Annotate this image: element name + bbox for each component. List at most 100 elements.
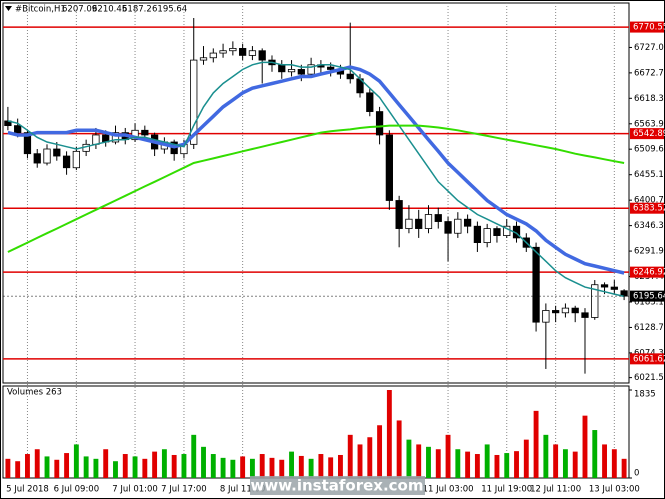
y-tick-label: 6021.50 <box>634 373 665 383</box>
volume-bar <box>132 456 138 478</box>
volume-bar <box>533 410 539 478</box>
main-panel <box>2 2 630 384</box>
close-value: 6195.64 <box>152 5 187 15</box>
candle-body <box>278 64 286 73</box>
volume-bar <box>338 454 343 478</box>
candle-body <box>346 73 354 80</box>
candle-body <box>385 134 393 201</box>
high-value: 6210.45 <box>92 5 127 15</box>
level-label-bg <box>630 202 664 214</box>
volume-bar <box>259 454 265 478</box>
candle-body <box>72 150 80 169</box>
level-label: 6770.55 <box>633 23 665 33</box>
level-label-bg <box>630 266 664 278</box>
volume-bar <box>621 458 627 478</box>
level-label-bg <box>630 128 664 140</box>
volume-bar <box>83 456 89 478</box>
volume-bar <box>318 454 324 478</box>
volume-bar <box>494 454 500 478</box>
candle-body <box>395 200 403 229</box>
candle-body <box>307 64 315 75</box>
candle-body <box>424 214 433 229</box>
candle-body <box>239 47 247 56</box>
candle-body <box>571 307 579 314</box>
volume-bar <box>592 430 598 478</box>
volume-bar <box>171 454 177 478</box>
candle-body <box>287 69 296 73</box>
volume-bar <box>152 451 158 478</box>
volume-bar <box>249 458 255 478</box>
volume-bar <box>210 454 216 478</box>
ma-line <box>7 61 625 298</box>
symbol: #Bitcoin,H1 <box>15 5 66 15</box>
candle-body <box>190 59 198 145</box>
volume-bar <box>142 458 148 478</box>
x-tick-label: 11 Jul 19:00 <box>481 485 532 495</box>
volume-title: Volumes 263 <box>7 388 62 398</box>
volume-bar <box>396 420 402 478</box>
candle-body <box>53 148 61 157</box>
y-tick-label: 6128.70 <box>634 323 665 333</box>
open-value: 6207.09 <box>62 5 97 15</box>
candle-body <box>297 69 305 75</box>
volume-bar <box>386 390 392 478</box>
candle-body <box>92 134 100 145</box>
volume-bar <box>54 459 60 478</box>
y-tick-label: 6672.70 <box>634 68 665 78</box>
candle-body <box>111 132 120 143</box>
level-label-bg <box>630 353 664 365</box>
y-tick-label: 6400.70 <box>634 196 665 206</box>
volume-bar <box>514 451 519 478</box>
volume-bar <box>455 449 461 478</box>
vol-tick-label: 1835 <box>634 390 656 400</box>
volume-bar <box>562 449 568 478</box>
candle-body <box>258 50 266 61</box>
volume-bar <box>64 453 70 478</box>
candle-body <box>43 148 51 164</box>
volume-bar <box>34 449 40 478</box>
volume-bar <box>240 456 246 478</box>
volume-bar <box>230 459 236 478</box>
volume-bar <box>269 457 275 478</box>
volume-bar <box>445 434 451 478</box>
volume-bar <box>426 446 431 478</box>
level-label: 6246.92 <box>633 268 665 278</box>
volume-bar <box>5 458 11 478</box>
y-tick-label: 6346.30 <box>634 221 665 231</box>
candle-body <box>561 307 570 314</box>
volume-bar <box>25 454 30 478</box>
y-tick-label: 6563.90 <box>634 119 665 129</box>
candle-body <box>581 312 589 318</box>
candle-body <box>209 52 217 59</box>
vol-tick-label: 0 <box>634 469 639 479</box>
volume-bar <box>377 425 383 478</box>
volume-bar <box>201 446 206 478</box>
candle-body <box>327 66 335 70</box>
candle-body <box>33 153 41 164</box>
volume-bar <box>406 439 412 478</box>
x-tick-label: 7 Jul 01:00 <box>112 485 158 495</box>
candle-body <box>23 132 32 155</box>
volume-bar <box>543 434 549 478</box>
volume-bar <box>122 454 128 478</box>
volume-bar <box>15 461 21 478</box>
candle-body <box>610 286 618 290</box>
x-tick-label: 7 Jul 17:00 <box>161 485 207 495</box>
y-tick-label: 6509.65 <box>634 145 665 155</box>
volume-bar <box>602 444 607 478</box>
candle-body <box>199 57 208 61</box>
y-tick-label: 6618.35 <box>634 94 665 104</box>
candle-body <box>463 218 472 227</box>
volume-bar <box>161 449 167 478</box>
volume-bar <box>93 458 99 478</box>
candle-body <box>434 214 442 222</box>
volume-bar <box>582 415 588 478</box>
candle-body <box>532 246 540 323</box>
volume-bar <box>367 437 373 478</box>
y-tick-label: 6455.10 <box>634 170 665 180</box>
volume-bar <box>103 449 109 478</box>
volume-bar <box>553 444 559 478</box>
candle-body <box>219 50 227 54</box>
volume-bar <box>191 434 197 478</box>
